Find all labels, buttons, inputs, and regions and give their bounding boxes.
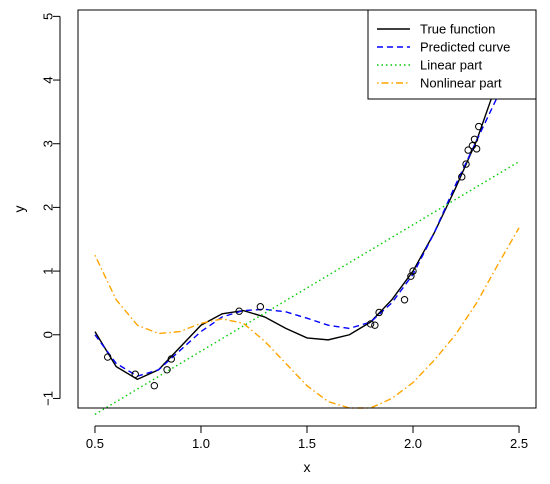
data-point: [407, 272, 415, 280]
data-point: [458, 173, 466, 181]
series-line-2: [94, 54, 520, 377]
data-point: [462, 160, 470, 168]
y-tick-label: 1: [41, 267, 56, 274]
y-tick-label: 0: [41, 331, 56, 338]
x-tick-label: 2.0: [404, 436, 422, 451]
x-axis: 0.5 1.0 1.5 2.0 2.5: [86, 425, 528, 451]
data-point: [150, 382, 159, 390]
y-tick-label: 2: [41, 204, 56, 211]
chart-points: [103, 122, 483, 390]
y-axis-title: y: [11, 206, 27, 213]
data-point: [371, 321, 379, 329]
legend-label: Nonlinear part: [420, 76, 502, 91]
legend-label: Predicted curve: [420, 40, 510, 55]
series-line-4: [94, 227, 520, 409]
y-tick-label: 3: [41, 140, 56, 147]
x-tick-label: 0.5: [86, 436, 104, 451]
legend-box: [367, 9, 537, 100]
data-point: [464, 146, 472, 154]
plot-frame: [77, 9, 537, 409]
data-point: [103, 353, 112, 361]
data-point: [475, 122, 483, 131]
x-tick-label: 1.0: [192, 436, 210, 451]
y-tick-label: −1: [41, 391, 56, 406]
data-point: [470, 135, 479, 143]
x-axis-title: x: [304, 459, 311, 475]
legend-label: True function: [420, 22, 495, 37]
data-point: [400, 296, 409, 304]
y-axis: −1 0 1 2 3 4 5: [41, 13, 61, 406]
data-point: [366, 320, 375, 328]
series-line-1: [94, 9, 520, 381]
data-point: [256, 303, 265, 311]
data-point: [167, 355, 175, 363]
x-tick-label: 2.5: [510, 436, 528, 451]
y-tick-label: 4: [41, 76, 56, 83]
data-point: [163, 366, 171, 374]
y-tick-label: 5: [41, 13, 56, 20]
legend: True function Predicted curve Linear part N…: [367, 9, 537, 100]
data-point: [375, 308, 383, 317]
x-tick-label: 1.5: [298, 436, 316, 451]
data-point: [131, 370, 139, 378]
data-point: [235, 307, 243, 315]
legend-label: Linear part: [420, 58, 483, 73]
data-point: [472, 145, 481, 153]
data-point: [409, 267, 417, 275]
